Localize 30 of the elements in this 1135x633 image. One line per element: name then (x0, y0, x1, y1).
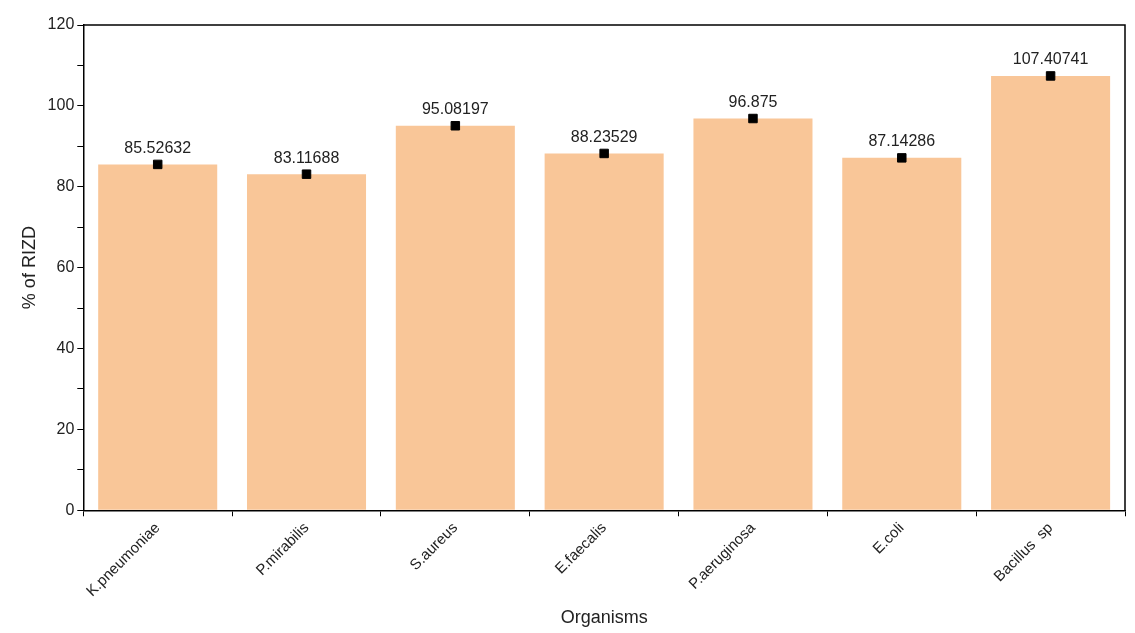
data-label: 85.52632 (124, 138, 192, 156)
x-axis-title: Organisms (560, 607, 648, 628)
y-tick-label: 80 (56, 177, 75, 195)
data-label: 88.23529 (570, 127, 638, 145)
point (599, 148, 609, 159)
y-axis-title: % of RIZD (18, 226, 39, 310)
data-label: 96.875 (728, 92, 778, 110)
bar (544, 153, 664, 510)
bar (98, 164, 218, 510)
bar (842, 157, 962, 510)
data-label: 87.14286 (868, 132, 936, 150)
y-tick-label: 100 (47, 96, 75, 114)
point (301, 169, 312, 179)
bar (991, 75, 1111, 510)
point (748, 113, 758, 124)
point (897, 153, 907, 163)
y-tick-label: 120 (47, 15, 75, 33)
y-tick-label: 0 (65, 500, 75, 518)
point (152, 159, 163, 170)
data-label: 95.08197 (421, 100, 489, 118)
point (450, 121, 461, 131)
bar (395, 125, 515, 510)
y-tick-label: 60 (56, 258, 75, 276)
bar (693, 118, 813, 510)
bar (246, 174, 367, 510)
y-tick-label: 20 (56, 419, 75, 437)
data-label: 83.11688 (273, 148, 340, 166)
data-label: 107.40741 (1012, 50, 1089, 68)
point (1045, 71, 1056, 81)
y-tick-label: 40 (56, 338, 75, 356)
